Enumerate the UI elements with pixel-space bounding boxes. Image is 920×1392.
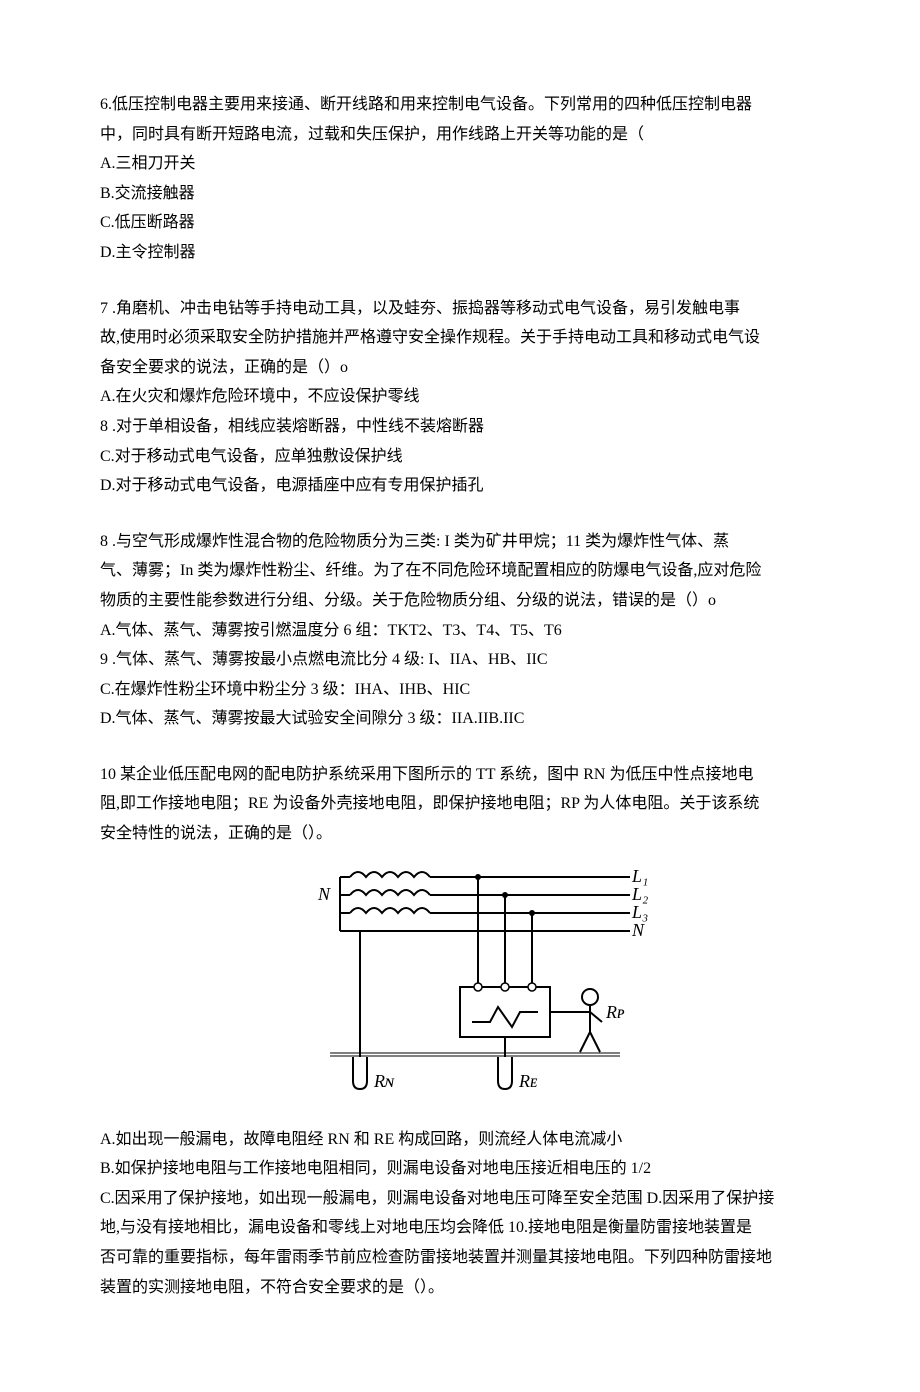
q8-option-b: 9 .气体、蒸气、薄雾按最小点燃电流比分 4 级: I、IIA、HB、IIC [100,645,820,675]
tt-system-svg: L₁L₂L₃NNRɴRᴇRᴘ [270,857,650,1117]
q7-option-d: D.对于移动式电气设备，电源插座中应有专用保护插孔 [100,471,820,501]
svg-text:L₂: L₂ [631,884,648,904]
q10-stem-line1: 10 某企业低压配电网的配电防护系统采用下图所示的 TT 系统，图中 RN 为低… [100,760,820,790]
svg-text:Rᴘ: Rᴘ [605,1002,625,1022]
q7-option-b: 8 .对于单相设备，相线应装熔断器，中性线不装熔断器 [100,412,820,442]
q6-stem-line2: 中，同时具有断开短路电流，过载和失压保护，用作线路上开关等功能的是（ [100,120,820,150]
q8-option-a: A.气体、蒸气、薄雾按引燃温度分 6 组：TKT2、T3、T4、T5、T6 [100,616,820,646]
q10-post-b: B.如保护接地电阻与工作接地电阻相同，则漏电设备对地电压接近相电压的 1/2 [100,1154,820,1184]
q7-option-c: C.对于移动式电气设备，应单独敷设保护线 [100,442,820,472]
q8-option-c: C.在爆炸性粉尘环境中粉尘分 3 级：IHA、IHB、HIC [100,675,820,705]
svg-text:N: N [631,920,645,940]
svg-text:L₃: L₃ [631,902,648,922]
q7-option-a: A.在火灾和爆炸危险环境中，不应设保护零线 [100,382,820,412]
q7-stem-line1: 7 .角磨机、冲击电钻等手持电动工具，以及蛙夯、振捣器等移动式电气设备，易引发触… [100,294,820,324]
svg-text:L₁: L₁ [631,866,648,886]
question-7: 7 .角磨机、冲击电钻等手持电动工具，以及蛙夯、振捣器等移动式电气设备，易引发触… [100,294,820,501]
q7-stem-line3: 备安全要求的说法，正确的是（）o [100,353,820,383]
q6-option-d: D.主令控制器 [100,238,820,268]
svg-text:N: N [317,884,331,904]
q10-post-c-line1: C.因采用了保护接地，如出现一般漏电，则漏电设备对地电压可降至安全范围 D.因采… [100,1184,820,1214]
q10-post-c-line2: 地,与没有接地相比，漏电设备和零线上对地电压均会降低 10.接地电阻是衡量防雷接… [100,1213,820,1243]
svg-text:Rᴇ: Rᴇ [518,1071,538,1091]
q10-post-c-line4: 装置的实测接地电阻，不符合安全要求的是（）。 [100,1273,820,1303]
q6-option-a: A.三相刀开关 [100,149,820,179]
q10-stem-line2: 阻,即工作接地电阻；RE 为设备外壳接地电阻，即保护接地电阻；RP 为人体电阻。… [100,789,820,819]
svg-text:Rɴ: Rɴ [373,1071,395,1091]
q10-post-a: A.如出现一般漏电，故障电阻经 RN 和 RE 构成回路，则流经人体电流减小 [100,1125,820,1155]
question-10: 10 某企业低压配电网的配电防护系统采用下图所示的 TT 系统，图中 RN 为低… [100,760,820,1302]
q6-stem-line1: 6.低压控制电器主要用来接通、断开线路和用来控制电气设备。下列常用的四种低压控制… [100,90,820,120]
question-8: 8 .与空气形成爆炸性混合物的危险物质分为三类: I 类为矿井甲烷；11 类为爆… [100,527,820,734]
q10-stem-line3: 安全特性的说法，正确的是（）。 [100,819,820,849]
q8-stem-line1: 8 .与空气形成爆炸性混合物的危险物质分为三类: I 类为矿井甲烷；11 类为爆… [100,527,820,557]
q6-option-c: C.低压断路器 [100,208,820,238]
q8-option-d: D.气体、蒸气、薄雾按最大试验安全间隙分 3 级：IIA.IIB.IIC [100,704,820,734]
q6-option-b: B.交流接触器 [100,179,820,209]
tt-system-diagram: L₁L₂L₃NNRɴRᴇRᴘ [100,857,820,1117]
q8-stem-line3: 物质的主要性能参数进行分组、分级。关于危险物质分组、分级的说法，错误的是（）o [100,586,820,616]
question-6: 6.低压控制电器主要用来接通、断开线路和用来控制电气设备。下列常用的四种低压控制… [100,90,820,268]
q7-stem-line2: 故,使用时必须采取安全防护措施并严格遵守安全操作规程。关于手持电动工具和移动式电… [100,323,820,353]
q10-post-c-line3: 否可靠的重要指标，每年雷雨季节前应检查防雷接地装置并测量其接地电阻。下列四种防雷… [100,1243,820,1273]
q8-stem-line2: 气、薄雾；In 类为爆炸性粉尘、纤维。为了在不同危险环境配置相应的防爆电气设备,… [100,556,820,586]
